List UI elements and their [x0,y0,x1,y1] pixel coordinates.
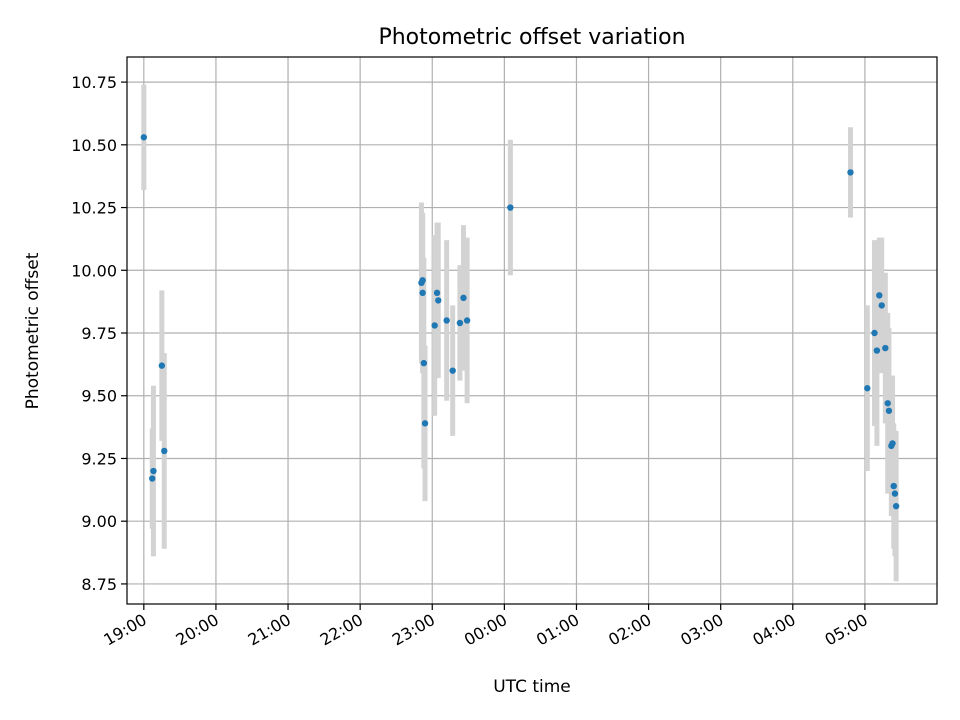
x-axis-ticks: 19:00 20:00 21:00 22:00 23:00 00:00 01:00 02:00… [100,604,871,650]
data-point [150,467,157,475]
plot-frame [126,56,938,605]
y-tick-label: 9.25 [81,449,117,468]
data-point [149,475,156,482]
data-point [871,329,878,337]
x-tick-label: 22:00 [317,610,366,650]
data-point [419,289,426,297]
y-tick-label: 9.75 [81,324,117,343]
data-point [892,502,900,510]
grid [127,57,937,604]
y-tick-label: 9.50 [81,387,117,406]
data-point [449,367,456,374]
x-tick-label: 02:00 [605,610,654,650]
data-point [884,400,891,407]
data-point [890,482,897,490]
chart-title: Photometric offset variation [378,25,685,50]
data-point [876,292,883,299]
x-tick-label: 21:00 [245,610,294,650]
data-point [443,317,450,324]
data-point [507,204,514,211]
x-axis-label: UTC time [493,677,571,697]
data-point [460,294,467,302]
data-point [891,490,899,497]
y-tick-label: 10.25 [71,199,117,218]
data-point [463,317,471,324]
y-axis-label: Photometric offset [23,252,43,409]
x-tick-label: 03:00 [677,610,726,650]
x-tick-label: 23:00 [389,610,438,650]
x-tick-label: 19:00 [100,610,149,650]
data-point [419,277,426,284]
y-tick-label: 10.50 [71,136,117,155]
data-point [878,302,885,309]
data-point [420,359,428,367]
data-point [889,440,896,447]
data-point [435,297,442,304]
y-tick-label: 8.75 [81,575,117,594]
y-tick-label: 10.00 [71,261,117,280]
data-point [885,407,893,414]
data-point [873,347,881,354]
data-point [433,289,441,297]
data-point [847,169,854,176]
y-axis-ticks: 8.75 9.00 9.25 9.50 9.75 10.00 10.25 10.50 10.75 [71,73,127,594]
y-tick-label: 9.00 [81,512,117,531]
data-point [882,344,889,352]
data-point [864,385,871,392]
data-point [421,420,429,427]
x-tick-label: 04:00 [749,610,798,650]
data-point [140,134,148,141]
data-point [161,447,168,455]
data-point [456,319,464,327]
x-tick-label: 00:00 [461,610,510,650]
x-tick-label: 01:00 [533,610,582,650]
x-tick-label: 20:00 [172,610,221,650]
data-points [140,134,900,510]
data-point [158,362,166,369]
x-tick-label: 05:00 [821,610,870,650]
y-tick-label: 10.75 [71,73,117,92]
data-point [431,322,438,329]
